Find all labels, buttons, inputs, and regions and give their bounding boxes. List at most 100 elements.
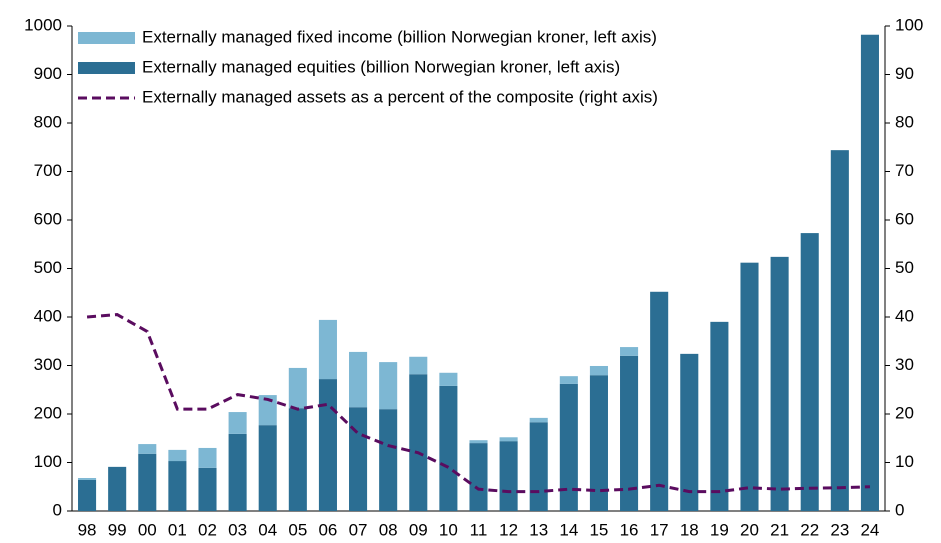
bar <box>78 478 97 480</box>
x-tick-label: 21 <box>770 520 789 539</box>
x-tick-label: 20 <box>740 520 759 539</box>
bar <box>349 407 368 511</box>
bar <box>559 383 578 511</box>
x-tick-label: 23 <box>830 520 849 539</box>
y-tick-label: 100 <box>34 452 62 471</box>
x-tick-label: 09 <box>409 520 428 539</box>
bar <box>198 467 217 511</box>
bar <box>138 444 157 454</box>
x-tick-label: 19 <box>710 520 729 539</box>
x-tick-label: 98 <box>78 520 97 539</box>
y2-tick-label: 50 <box>895 258 914 277</box>
y2-tick-label: 80 <box>895 112 914 131</box>
x-tick-label: 11 <box>470 520 488 539</box>
x-tick-label: 04 <box>258 520 277 539</box>
bar <box>680 353 699 511</box>
y-tick-label: 200 <box>34 403 62 422</box>
y2-tick-label: 70 <box>895 161 914 180</box>
x-tick-label: 06 <box>318 520 337 539</box>
y-tick-label: 1000 <box>24 15 62 34</box>
y-tick-label: 400 <box>34 306 62 325</box>
x-tick-label: 02 <box>198 520 217 539</box>
y2-tick-label: 100 <box>895 15 923 34</box>
y-tick-label: 600 <box>34 209 62 228</box>
y2-tick-label: 90 <box>895 64 914 83</box>
bar <box>620 355 639 511</box>
legend-label: Externally managed fixed income (billion… <box>142 27 657 46</box>
bar <box>379 362 398 410</box>
bar <box>740 262 759 511</box>
bar <box>349 351 368 408</box>
bar <box>379 409 398 511</box>
bar <box>770 256 789 511</box>
x-tick-label: 16 <box>620 520 639 539</box>
x-tick-label: 03 <box>228 520 247 539</box>
y2-tick-label: 40 <box>895 306 914 325</box>
bar <box>318 319 337 380</box>
bar <box>589 375 608 511</box>
bar <box>469 443 488 511</box>
bar <box>710 321 729 511</box>
bar <box>288 408 307 511</box>
line <box>86 313 870 494</box>
bar <box>529 417 548 423</box>
x-tick-label: 13 <box>529 520 548 539</box>
bar <box>589 365 608 376</box>
bar <box>860 34 879 511</box>
x-tick-label: 01 <box>168 520 187 539</box>
bar <box>830 150 849 511</box>
legend-swatch <box>78 32 135 44</box>
x-tick-label: 07 <box>349 520 368 539</box>
x-tick-label: 22 <box>800 520 819 539</box>
y2-tick-label: 10 <box>895 452 914 471</box>
x-tick-label: 17 <box>650 520 669 539</box>
bar <box>318 379 337 511</box>
bar <box>288 367 307 409</box>
bar <box>409 356 428 375</box>
x-tick-label: 05 <box>288 520 307 539</box>
bar <box>529 422 548 511</box>
legend-label: Externally managed assets as a percent o… <box>142 87 658 106</box>
x-tick-label: 08 <box>379 520 398 539</box>
bar <box>108 466 127 511</box>
bar <box>499 441 518 511</box>
bar <box>258 395 277 426</box>
x-tick-label: 12 <box>499 520 518 539</box>
y-tick-label: 900 <box>34 64 62 83</box>
bar <box>138 453 157 511</box>
bar <box>168 449 187 462</box>
y-tick-label: 500 <box>34 258 62 277</box>
bar <box>78 479 97 511</box>
bar <box>620 347 639 356</box>
bar <box>168 461 187 511</box>
y2-tick-label: 20 <box>895 403 914 422</box>
y-tick-label: 700 <box>34 161 62 180</box>
x-tick-label: 24 <box>860 520 879 539</box>
y2-tick-label: 0 <box>895 500 904 519</box>
x-tick-label: 14 <box>559 520 578 539</box>
bar <box>228 412 247 434</box>
bar <box>409 374 428 511</box>
bar <box>198 447 217 468</box>
bar <box>559 376 578 384</box>
x-tick-label: 10 <box>439 520 458 539</box>
bar <box>258 425 277 511</box>
x-tick-label: 15 <box>589 520 608 539</box>
y2-tick-label: 30 <box>895 355 914 374</box>
y-tick-label: 800 <box>34 112 62 131</box>
bar <box>439 385 458 511</box>
legend-swatch <box>78 62 135 74</box>
x-tick-label: 18 <box>680 520 699 539</box>
x-tick-label: 99 <box>108 520 127 539</box>
bar <box>439 372 458 386</box>
legend-label: Externally managed equities (billion Nor… <box>142 57 620 76</box>
bar <box>228 433 247 511</box>
y-tick-label: 0 <box>53 500 62 519</box>
bar <box>499 437 518 442</box>
bar <box>650 291 669 511</box>
bar <box>469 440 488 444</box>
x-tick-label: 00 <box>138 520 157 539</box>
bar <box>800 233 819 511</box>
y2-tick-label: 60 <box>895 209 914 228</box>
